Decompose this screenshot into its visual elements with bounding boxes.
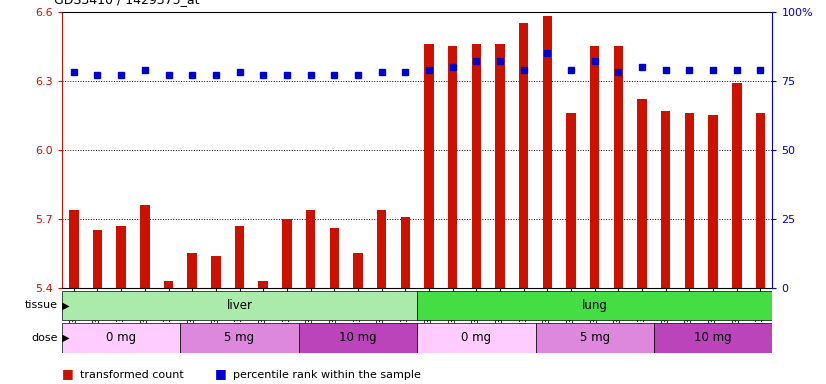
Bar: [417, 323, 535, 353]
Text: ■: ■: [215, 367, 230, 380]
Bar: [732, 83, 742, 288]
Text: ▶: ▶: [59, 300, 69, 310]
Bar: [567, 113, 576, 288]
Bar: [661, 111, 671, 288]
Bar: [685, 113, 694, 288]
Bar: [638, 99, 647, 288]
Text: liver: liver: [226, 299, 253, 312]
Bar: [299, 323, 417, 353]
Text: lung: lung: [582, 299, 608, 312]
Bar: [164, 281, 173, 288]
Bar: [330, 228, 339, 288]
Bar: [417, 291, 772, 320]
Text: GDS3410 / 1429375_at: GDS3410 / 1429375_at: [54, 0, 199, 6]
Bar: [448, 46, 458, 288]
Bar: [709, 115, 718, 288]
Bar: [140, 205, 150, 288]
Text: ▶: ▶: [59, 333, 69, 343]
Bar: [519, 23, 529, 288]
Text: 10 mg: 10 mg: [339, 331, 377, 344]
Text: tissue: tissue: [25, 300, 58, 310]
Text: transformed count: transformed count: [80, 370, 184, 380]
Bar: [62, 323, 180, 353]
Bar: [69, 210, 78, 288]
Bar: [543, 16, 552, 288]
Bar: [472, 44, 481, 288]
Text: 10 mg: 10 mg: [695, 331, 732, 344]
Bar: [614, 46, 623, 288]
Bar: [756, 113, 765, 288]
Text: dose: dose: [31, 333, 58, 343]
Bar: [654, 323, 772, 353]
Text: 0 mg: 0 mg: [461, 331, 491, 344]
Bar: [93, 230, 102, 288]
Bar: [401, 217, 410, 288]
Text: ■: ■: [62, 367, 78, 380]
Bar: [377, 210, 387, 288]
Bar: [590, 46, 600, 288]
Bar: [211, 256, 221, 288]
Bar: [116, 226, 126, 288]
Bar: [235, 226, 244, 288]
Text: 0 mg: 0 mg: [106, 331, 136, 344]
Bar: [496, 44, 505, 288]
Text: 5 mg: 5 mg: [580, 331, 610, 344]
Bar: [282, 219, 292, 288]
Bar: [306, 210, 316, 288]
Text: percentile rank within the sample: percentile rank within the sample: [233, 370, 420, 380]
Bar: [259, 281, 268, 288]
Bar: [354, 253, 363, 288]
Text: 5 mg: 5 mg: [225, 331, 254, 344]
Bar: [535, 323, 654, 353]
Bar: [62, 291, 417, 320]
Bar: [425, 44, 434, 288]
Bar: [180, 323, 299, 353]
Bar: [188, 253, 197, 288]
